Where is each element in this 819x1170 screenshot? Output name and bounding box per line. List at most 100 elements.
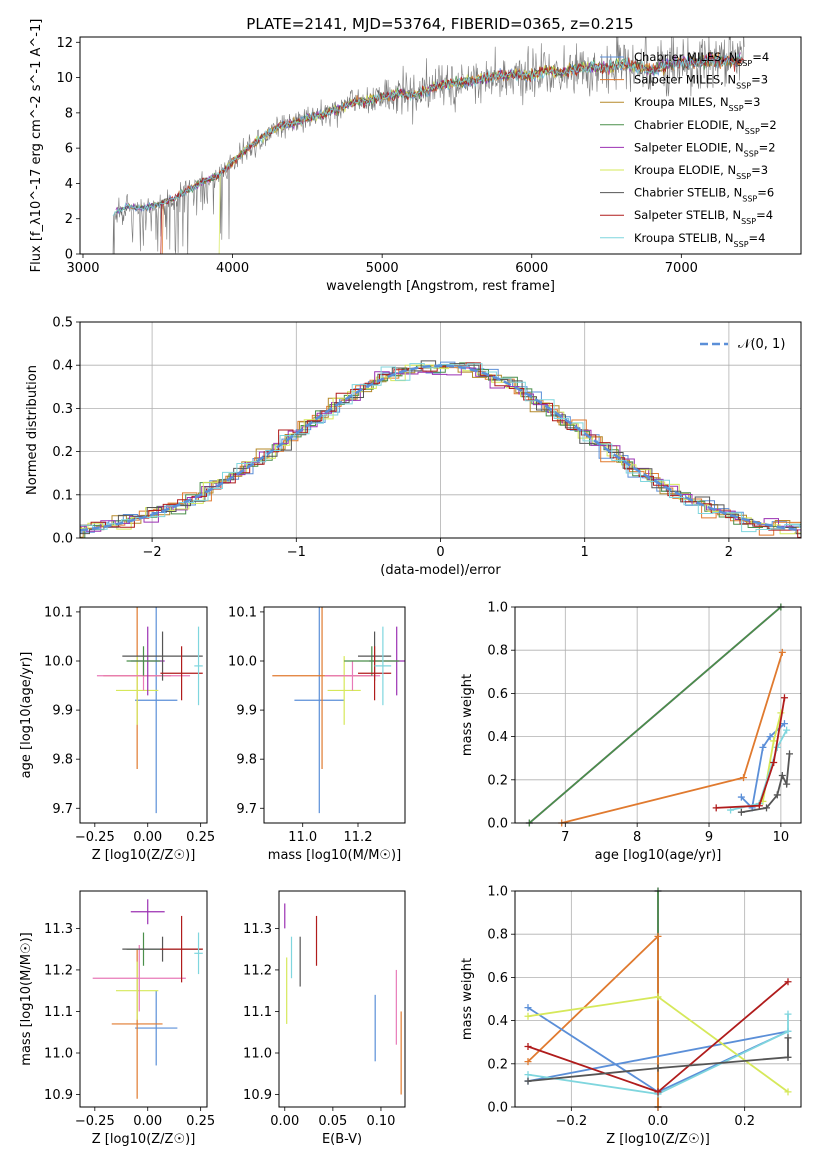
mass-weight-line (716, 697, 786, 809)
y-tick-label: 11.3 (44, 922, 73, 937)
data-point-marker (784, 1010, 792, 1018)
y-tick-label: 9.8 (52, 753, 73, 768)
data-point-marker (524, 1058, 532, 1066)
x-tick-label: −0.2 (556, 1114, 588, 1129)
x-tick-label: 2 (725, 545, 733, 560)
mass-weight-line (561, 652, 784, 823)
x-tick-label: 0.00 (270, 1114, 299, 1129)
y-tick-label: 2 (65, 212, 73, 227)
y-tick-label: 11.2 (44, 963, 73, 978)
legend-label: Chabrier STELIB, NSSP=6 (634, 186, 774, 204)
y-tick-label: 11.0 (243, 1047, 272, 1062)
data-point-marker (784, 1027, 792, 1035)
legend-label-subscript: SSP (742, 194, 757, 203)
x-axis-label: wavelength [Angstrom, rest frame] (326, 279, 555, 294)
x-tick-label: 0.00 (133, 1114, 162, 1129)
data-point-marker (524, 1004, 532, 1012)
y-tick-label: 10.9 (44, 1088, 73, 1103)
legend-label: Salpeter STELIB, NSSP=4 (634, 208, 773, 226)
x-tick-label: 10 (773, 830, 790, 845)
spectrum-title: PLATE=2141, MJD=53764, FIBERID=0365, z=0… (246, 15, 633, 33)
legend-label-subscript: SSP (736, 172, 751, 181)
legend-label: 𝒩(0, 1) (738, 337, 785, 352)
data-point-marker (524, 1012, 532, 1020)
legend-label: Chabrier MILES, NSSP=4 (634, 50, 769, 68)
legend-label-suffix: =3 (744, 95, 761, 109)
y-axis-label: mass weight (460, 958, 475, 1040)
legend-label-suffix: =3 (751, 163, 768, 177)
age-vs-metallicity-panel: −0.25 0.00 0.25 9.7 9.8 9.9 10.0 10.1 Z [log10(Z… (19, 605, 215, 863)
y-tick-label: 0.2 (52, 445, 73, 460)
y-tick-label: 1.0 (487, 885, 508, 900)
y-tick-label: 11.1 (44, 1005, 73, 1020)
legend-label-subscript: SSP (744, 149, 759, 158)
spectrum-panel: 3000 4000 5000 6000 7000 0 2 4 6 8 10 12 wavelength … (29, 19, 802, 294)
y-axis-label: mass [log10(M/M☉)] (19, 932, 34, 1065)
mass-weight-line (527, 934, 659, 1107)
x-tick-label: 9 (705, 830, 713, 845)
y-axis-label: Normed distribution (25, 365, 40, 495)
data-point-marker (759, 743, 767, 751)
y-axis-label: mass weight (460, 674, 475, 756)
residual-histogram-panel: −2 −1 0 1 2 0.0 0.1 0.2 0.3 0.4 0.5 (data-model)/er… (25, 316, 802, 578)
legend-label-suffix: =4 (756, 208, 773, 222)
mass-weight-line (528, 607, 782, 823)
x-axis-label: E(B-V) (322, 1132, 362, 1147)
data-point-marker (740, 774, 748, 782)
data-point-marker (737, 793, 745, 801)
x-axis-label: mass [log10(M/M☉)] (268, 848, 401, 863)
legend-label-subscript: SSP (729, 104, 744, 113)
y-tick-label: 0.2 (487, 773, 508, 788)
y-tick-label: 8 (65, 106, 73, 121)
data-point-marker (778, 648, 786, 656)
data-point-marker (766, 733, 774, 741)
y-tick-label: 0.6 (487, 687, 508, 702)
mass-weight-line (527, 1037, 789, 1082)
y-tick-label: 10 (56, 71, 73, 86)
x-tick-label: 7000 (665, 261, 698, 276)
age-vs-mass-panel: 11.0 11.2 9.7 9.8 9.9 10.0 10.1 mass [log10(M/M… (228, 605, 406, 863)
y-tick-label: 0 (65, 248, 73, 263)
data-point-marker (763, 804, 771, 812)
y-tick-label: 0.5 (52, 316, 73, 331)
legend-label-suffix: =2 (759, 140, 776, 154)
y-tick-label: 0.1 (52, 488, 73, 503)
x-tick-label: 11.2 (344, 830, 373, 845)
x-tick-label: 4000 (216, 261, 249, 276)
axes-frame (263, 606, 406, 824)
data-point-marker (783, 726, 791, 734)
x-tick-label: 11.0 (288, 830, 317, 845)
y-tick-label: 9.8 (236, 753, 257, 768)
data-point-marker (524, 1043, 532, 1051)
x-tick-label: 0.05 (318, 1114, 347, 1129)
data-point-marker (654, 1064, 662, 1072)
axes-frame (278, 890, 406, 1108)
x-tick-label: 0.10 (366, 1114, 395, 1129)
legend-label-suffix: =6 (757, 186, 774, 200)
axes-frame (514, 606, 802, 824)
residual-histogram-step (80, 363, 801, 533)
mass-vs-metallicity-panel: −0.25 0.00 0.25 10.9 11.0 11.1 11.2 11.3 Z [log1… (19, 890, 215, 1147)
y-tick-label: 10.9 (243, 1088, 272, 1103)
y-tick-label: 10.0 (228, 655, 257, 670)
y-tick-label: 0.8 (487, 928, 508, 943)
legend-label: Salpeter ELODIE, NSSP=2 (634, 140, 776, 158)
legend-label: Salpeter MILES, NSSP=3 (634, 73, 768, 91)
x-axis-label: Z [log10(Z/Z☉)] (92, 1132, 196, 1147)
y-tick-label: 11.3 (243, 922, 272, 937)
data-point-marker (770, 737, 778, 745)
x-tick-label: 6000 (515, 261, 548, 276)
legend-label-suffix: =4 (752, 50, 769, 64)
y-tick-label: 1.0 (487, 601, 508, 616)
legend-label: Kroupa STELIB, NSSP=4 (634, 231, 765, 249)
data-point-marker (784, 1053, 792, 1061)
x-tick-label: 7 (561, 830, 569, 845)
x-tick-label: −1 (287, 545, 306, 560)
legend-label-subscript: SSP (737, 59, 752, 68)
residual-histogram-step (80, 367, 801, 532)
legend-label: Chabrier ELODIE, NSSP=2 (634, 118, 777, 136)
x-tick-label: 5000 (366, 261, 399, 276)
legend-label-subscript: SSP (741, 217, 756, 226)
x-tick-label: 1 (581, 545, 589, 560)
axes-frame (79, 36, 802, 255)
